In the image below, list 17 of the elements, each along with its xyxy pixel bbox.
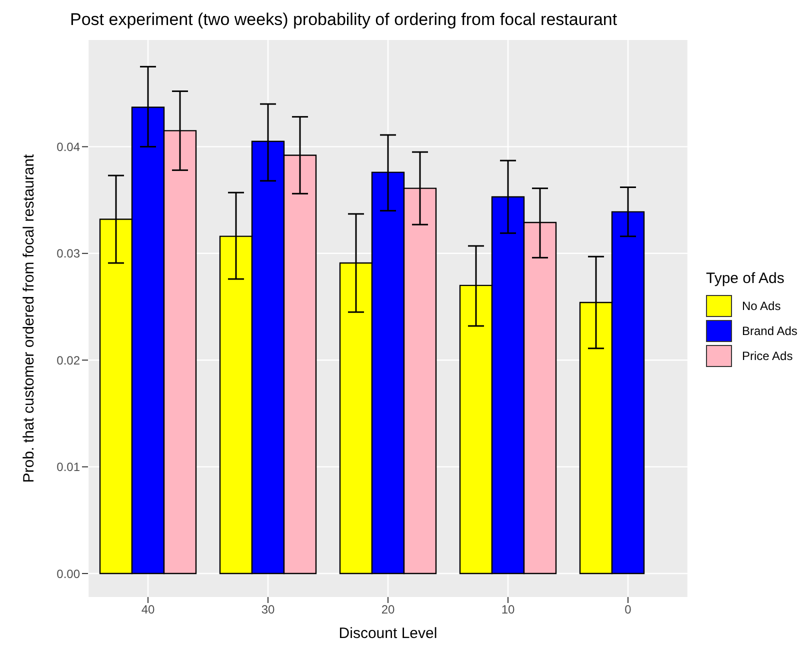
y-tick-label: 0.00 <box>56 566 80 581</box>
x-tick-label: 20 <box>381 602 395 617</box>
x-axis-title: Discount Level <box>338 625 438 642</box>
y-tick-label: 0.03 <box>56 246 80 261</box>
x-tick-label: 10 <box>501 602 515 617</box>
x-tick-label: 30 <box>261 602 275 617</box>
legend-label: No Ads <box>742 298 781 312</box>
legend-label: Brand Ads <box>742 324 798 338</box>
legend-label: Price Ads <box>742 348 793 362</box>
y-tick-label: 0.02 <box>56 353 80 368</box>
legend-title: Type of Ads <box>706 270 786 287</box>
chart-title: Post experiment (two weeks) probability of ordering from focal restaurant <box>70 10 618 30</box>
x-tick-label: 0 <box>624 602 632 617</box>
x-tick-label: 40 <box>141 602 155 617</box>
y-axis-title: Prob. that customer ordered from focal restaurant <box>20 153 38 483</box>
y-tick-label: 0.04 <box>56 140 80 154</box>
y-tick-label: 0.01 <box>56 460 80 474</box>
